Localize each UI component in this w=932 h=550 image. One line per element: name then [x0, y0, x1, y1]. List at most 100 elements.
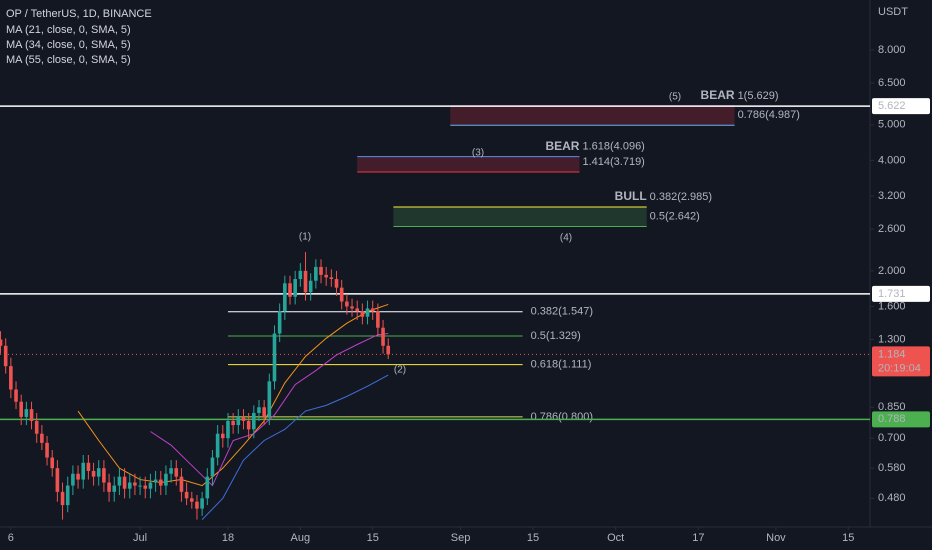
candle-body: [283, 283, 287, 312]
legend-entry: MA (55, close, 0, SMA, 5): [6, 54, 131, 66]
candle-body: [246, 420, 251, 430]
candle-body: [189, 498, 194, 502]
wave-label: (1): [299, 232, 311, 243]
candle-body: [55, 468, 60, 492]
candle-body: [386, 345, 391, 355]
candle-body: [158, 479, 163, 486]
y-tick-label: 1.300: [878, 333, 906, 345]
candle-body: [0, 339, 3, 346]
x-tick-label: Aug: [291, 532, 311, 544]
x-tick-label: Oct: [607, 532, 624, 544]
candle-body: [205, 476, 210, 499]
candle-body: [200, 498, 204, 509]
candle-body: [122, 476, 127, 489]
candle-body: [350, 306, 354, 309]
ma-line: [150, 333, 389, 487]
candle-body: [314, 266, 318, 281]
fib-label: 0.5(1.329): [531, 330, 581, 342]
candle-body: [138, 485, 142, 487]
price-tag-label: 0.788: [878, 413, 906, 425]
candle-body: [345, 301, 349, 307]
candle-body: [184, 491, 189, 499]
candle-body: [24, 409, 29, 417]
candle-body: [277, 311, 282, 334]
y-tick-label: 2.600: [878, 223, 906, 235]
last-price-label: 1.184: [878, 348, 906, 360]
price-tag: [872, 285, 930, 302]
candle-body: [329, 277, 334, 280]
zone-bottom-label: 1.414(3.719): [582, 156, 644, 168]
candle-body: [360, 311, 365, 317]
candle-body: [14, 389, 18, 402]
candle-body: [91, 470, 96, 477]
zone-top-label: 1(5.629): [738, 90, 779, 102]
candle-body: [86, 462, 91, 471]
candle-body: [339, 287, 344, 302]
candle-body: [334, 279, 339, 288]
candle-body: [324, 274, 328, 278]
candle-body: [226, 420, 230, 439]
candle-body: [148, 482, 153, 489]
candle-body: [288, 283, 292, 297]
candle-body: [220, 433, 225, 439]
candle-body: [179, 476, 184, 492]
candle-body: [231, 420, 235, 426]
candle-body: [127, 482, 132, 489]
candle-body: [19, 401, 23, 417]
zone: [450, 105, 735, 126]
y-tick-label: 5.000: [878, 119, 906, 131]
candle-body: [164, 473, 168, 486]
candle-body: [102, 468, 106, 483]
candle-body: [370, 308, 375, 312]
zone-name: BEAR: [545, 139, 579, 153]
y-tick-label: 3.200: [878, 190, 906, 202]
candle-body: [355, 308, 360, 312]
candle-body: [3, 345, 8, 367]
zone-name: BEAR: [701, 88, 735, 102]
zone-bottom-label: 0.786(4.987): [738, 109, 800, 121]
wave-label: (5): [669, 92, 681, 103]
price-tag-label: 1.731: [878, 288, 906, 300]
x-tick-label: Sep: [451, 532, 471, 544]
candle-body: [65, 485, 70, 506]
candle-body: [71, 473, 75, 486]
wave-label: (4): [560, 233, 572, 244]
candle-body: [241, 416, 246, 421]
chart-title: OP / TetherUS, 1D, BINANCE: [6, 8, 152, 20]
candle-body: [262, 407, 266, 417]
candle-body: [29, 409, 34, 421]
candle-body: [81, 462, 86, 480]
x-tick-label: 15: [842, 532, 854, 544]
zone: [393, 207, 647, 227]
candle-body: [34, 420, 39, 434]
x-tick-label: Nov: [766, 532, 786, 544]
zone-bottom-label: 0.5(2.642): [650, 210, 700, 222]
x-tick-label: 15: [527, 532, 539, 544]
fib-label: 0.786(0.800): [531, 411, 593, 423]
candle-body: [60, 491, 65, 506]
y-tick-label: 8.000: [878, 44, 906, 56]
candle-body: [195, 501, 199, 509]
candle-body: [308, 280, 313, 293]
legend-entry: MA (34, close, 0, SMA, 5): [6, 39, 131, 51]
candle-body: [76, 473, 80, 480]
x-tick-label: 17: [692, 532, 704, 544]
zone-name: BULL: [615, 189, 647, 203]
candle-body: [174, 468, 179, 477]
candle-body: [365, 308, 370, 317]
candle-body: [143, 485, 148, 489]
price-tag-label: 5.622: [878, 100, 906, 112]
y-tick-label: 4.000: [878, 154, 906, 166]
candle-body: [117, 476, 122, 486]
candle-body: [293, 279, 297, 297]
candle-body: [133, 482, 137, 486]
candle-body: [40, 433, 44, 443]
x-tick-label: 15: [367, 532, 379, 544]
price-tag: [872, 98, 930, 115]
legend-entry: MA (21, close, 0, SMA, 5): [6, 24, 131, 36]
x-tick-label: 6: [8, 532, 14, 544]
candle-body: [45, 442, 49, 458]
x-tick-label: 18: [222, 532, 234, 544]
